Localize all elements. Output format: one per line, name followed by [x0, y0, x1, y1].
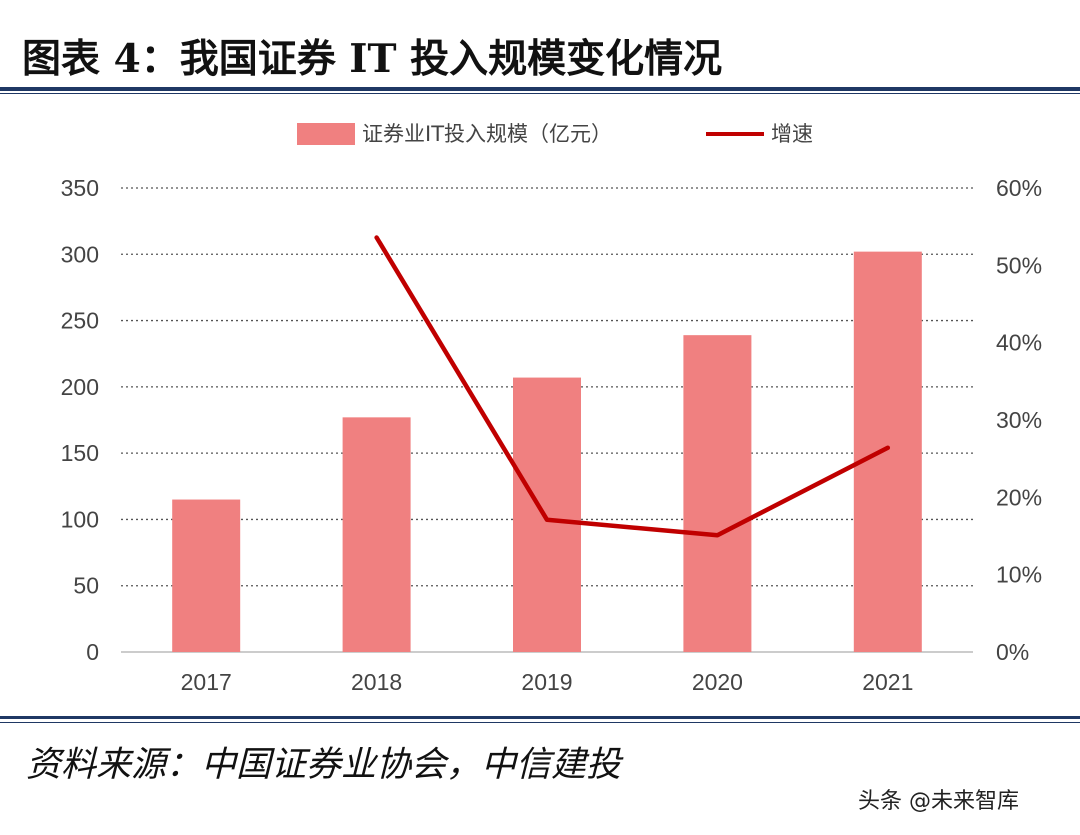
source-note: 资料来源：中国证券业协会，中信建投 [26, 745, 622, 785]
left-tick-label: 300 [61, 241, 99, 267]
bars [172, 251, 922, 653]
right-tick-label: 60% [996, 175, 1042, 201]
right-tick-label: 30% [996, 407, 1042, 433]
bar-2017 [172, 499, 241, 652]
bottom-rule [0, 716, 1080, 719]
x-tick-label: 2021 [862, 669, 913, 695]
x-tick-label: 2018 [351, 669, 402, 695]
right-tick-label: 20% [996, 484, 1042, 510]
right-tick-label: 0% [996, 639, 1029, 665]
top-rule [0, 87, 1080, 91]
left-tick-label: 50 [73, 573, 99, 599]
watermark: 头条 @未来智库 [858, 789, 1019, 814]
x-tick-label: 2020 [692, 669, 743, 695]
right-tick-label: 40% [996, 330, 1042, 356]
legend-bar-label: 证券业IT投入规模（亿元） [362, 122, 612, 146]
legend-line-label: 增速 [771, 122, 813, 146]
bottom-rule-thin [0, 722, 1080, 723]
left-tick-label: 100 [61, 506, 99, 532]
x-tick-label: 2019 [521, 669, 572, 695]
growth-line [374, 235, 891, 538]
growth-line-path [374, 235, 891, 538]
left-tick-label: 150 [61, 440, 99, 466]
legend: 证券业IT投入规模（亿元） 增速 [297, 122, 813, 146]
figure-title: 图表 4：我国证券 IT 投入规模变化情况 [22, 36, 723, 82]
bar-2021 [853, 251, 922, 653]
right-tick-label: 10% [996, 562, 1042, 588]
bar-2020 [683, 335, 752, 652]
bar-2018 [342, 417, 411, 652]
left-tick-label: 350 [61, 175, 99, 201]
right-tick-label: 50% [996, 252, 1042, 278]
chart: 证券业IT投入规模（亿元） 增速 0 50 100 150 200 250 300 350 0… [61, 122, 1042, 695]
x-tick-label: 2017 [181, 669, 232, 695]
top-rule-thin [0, 93, 1080, 94]
bar-2019 [513, 377, 581, 652]
left-tick-label: 250 [61, 308, 99, 334]
right-axis: 0% 10% 20% 30% 40% 50% 60% [996, 175, 1042, 665]
x-axis: 2017 2018 2019 2020 2021 [181, 669, 914, 695]
left-tick-label: 200 [61, 374, 99, 400]
left-axis: 0 50 100 150 200 250 300 350 [61, 175, 99, 665]
legend-bar-swatch [297, 123, 355, 145]
left-tick-label: 0 [86, 639, 99, 665]
